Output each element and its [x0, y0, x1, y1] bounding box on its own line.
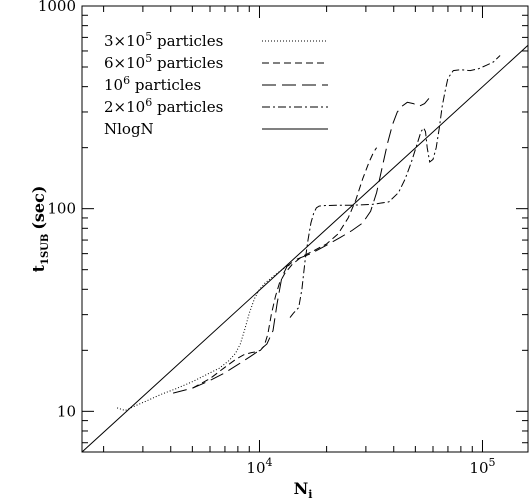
x-axis-title: Ni	[294, 479, 313, 501]
tick-labels: 104 105 10 100 1000	[38, 0, 496, 477]
legend-label: NlogN	[104, 120, 154, 138]
legend-label: 6×105 particles	[104, 52, 223, 72]
y-tick-label: 1000	[38, 0, 76, 15]
x-tick-label: 105	[469, 456, 495, 477]
x-tick-label: 104	[246, 456, 272, 477]
plot-frame	[81, 5, 529, 453]
series-line-2	[192, 147, 378, 389]
legend-label: 106 particles	[104, 74, 201, 94]
axis-ticks	[82, 5, 528, 452]
series-line-1	[116, 264, 290, 412]
legend-label: 3×105 particles	[104, 30, 223, 50]
series-line-4	[289, 55, 501, 318]
y-axis-title: t1SUB(sec)	[29, 186, 51, 273]
series-lines	[81, 44, 529, 453]
series-line-5	[81, 44, 529, 453]
legend-label: 2×106 particles	[104, 96, 223, 116]
y-tick-label: 10	[57, 402, 76, 420]
y-tick-label: 100	[47, 200, 76, 218]
series-line-3	[172, 98, 430, 394]
